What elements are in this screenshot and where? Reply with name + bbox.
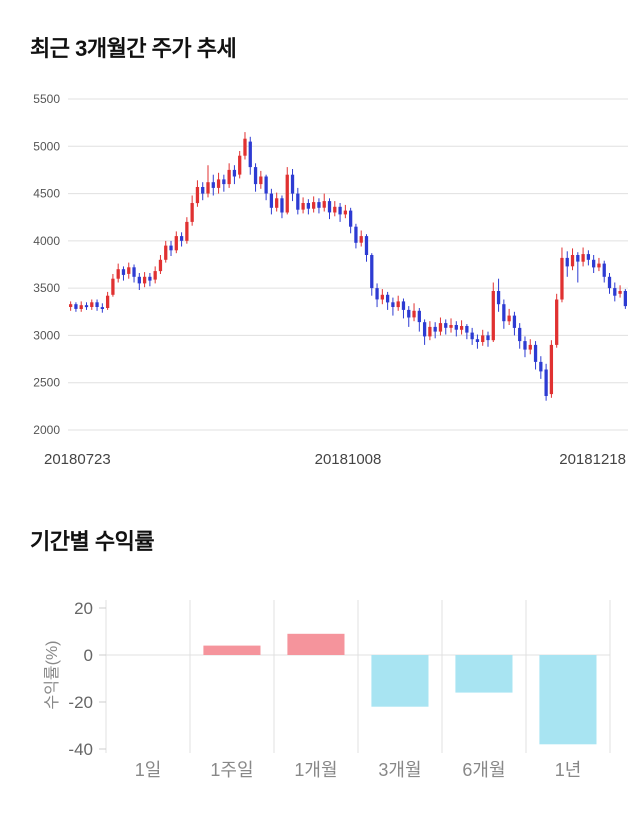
returns-chart-title: 기간별 수익률 — [30, 529, 155, 554]
price-y-tick-label: 5000 — [33, 139, 60, 153]
returns-y-tick-label: 0 — [84, 646, 93, 665]
price-candlestick-chart: 5500 5000 4500 4000 3500 3000 2500 2000 20180723… — [0, 78, 640, 473]
returns-chart-canvas: 20 0 -20 -40 1일 1주일 1개월 3개월 6개월 1년 수익률(%) — [43, 599, 611, 780]
returns-category-label: 1년 — [555, 760, 582, 780]
returns-bar — [287, 633, 345, 655]
returns-category-label: 6개월 — [462, 760, 505, 780]
price-y-tick-label: 2000 — [33, 423, 60, 437]
price-chart-title: 최근 3개월간 주가 추세 — [30, 36, 237, 61]
returns-bar — [455, 655, 513, 693]
price-y-tick-label: 4000 — [33, 234, 60, 248]
returns-bar — [539, 655, 597, 745]
returns-y-tick-label: 20 — [74, 599, 93, 618]
returns-y-tick-label: -20 — [68, 693, 93, 712]
price-y-tick-label: 4500 — [33, 187, 60, 201]
price-y-tick-label: 2500 — [33, 376, 60, 390]
candlesticks — [69, 132, 627, 401]
returns-y-tick-label: -40 — [68, 740, 93, 759]
returns-category-label: 1개월 — [294, 760, 337, 780]
returns-category-label: 1일 — [135, 760, 162, 780]
price-y-tick-label: 3500 — [33, 281, 60, 295]
price-x-label-mid: 20181008 — [315, 451, 382, 468]
returns-y-axis-label: 수익률(%) — [43, 640, 61, 709]
returns-category-label: 3개월 — [378, 760, 421, 780]
price-y-tick-label: 3000 — [33, 328, 60, 342]
price-x-label-start: 20180723 — [44, 451, 111, 468]
returns-category-label: 1주일 — [210, 760, 253, 780]
price-x-label-end: 20181218 — [559, 451, 626, 468]
price-chart-canvas: 5500 5000 4500 4000 3500 3000 2500 2000 20180723… — [33, 92, 628, 468]
returns-bar — [203, 645, 261, 655]
price-y-tick-label: 5500 — [33, 92, 60, 106]
returns-bar — [371, 655, 429, 707]
returns-bar-chart: 20 0 -20 -40 1일 1주일 1개월 3개월 6개월 1년 수익률(%) — [0, 575, 640, 810]
